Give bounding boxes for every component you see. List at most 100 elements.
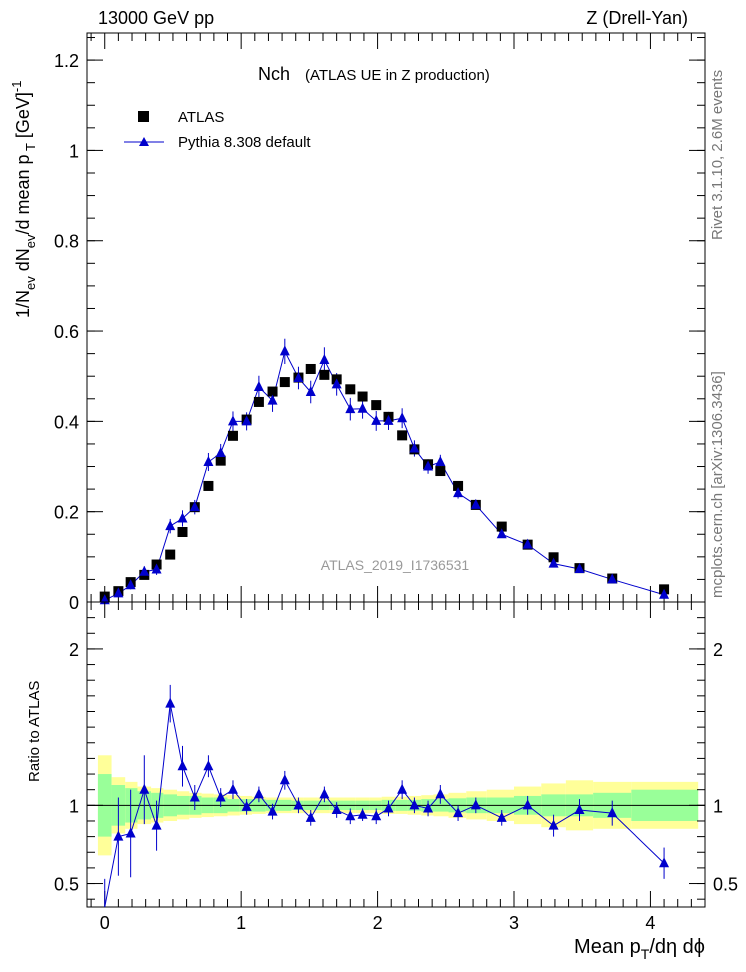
mc-point <box>279 345 290 356</box>
mc-point <box>113 587 124 598</box>
y-tick-label: 1 <box>69 141 79 161</box>
data-point <box>435 466 446 477</box>
chart-subtitle: (ATLAS UE in Z production) <box>305 67 490 84</box>
ratio-y-tick-label-right: 1 <box>713 796 723 816</box>
data-point <box>345 384 356 395</box>
y-tick-label: 0 <box>69 593 79 613</box>
mc-point <box>203 456 214 467</box>
ratio-point <box>151 819 162 830</box>
x-tick-label: 4 <box>645 913 655 933</box>
mc-point <box>241 415 252 426</box>
mcplots-label: mcplots.cern.ch [arXiv:1306.3436] <box>709 371 726 598</box>
mc-point <box>607 573 618 584</box>
mc-point <box>522 538 533 549</box>
mc-point <box>125 579 136 590</box>
mc-point <box>227 415 238 426</box>
mc-point <box>267 394 278 405</box>
analysis-watermark: ATLAS_2019_I1736531 <box>321 557 470 573</box>
mc-point <box>453 487 464 498</box>
mc-point <box>397 412 408 423</box>
data-point <box>496 521 507 532</box>
mc-point <box>331 378 342 389</box>
chart-title: Nch <box>258 64 290 84</box>
legend-data-label: ATLAS <box>178 109 224 126</box>
data-point <box>227 430 238 441</box>
main-panel: 0 0.2 0.4 0.6 0.8 1 1.2 Nch (ATLAS UE in Z pro… <box>9 32 706 613</box>
ratio-point <box>215 791 226 802</box>
data-point <box>357 391 368 402</box>
mc-point <box>177 512 188 523</box>
data-point <box>215 455 226 466</box>
ratio-point <box>522 799 533 810</box>
mc-point <box>293 372 304 383</box>
ratio-point <box>293 799 304 810</box>
ratio-point <box>383 802 394 813</box>
ratio-point <box>496 811 507 822</box>
data-point <box>548 552 559 563</box>
mc-point <box>151 563 162 574</box>
mc-point <box>548 557 559 568</box>
ratio-y-tick-label: 2 <box>69 640 79 660</box>
ratio-y-tick-label-right: 0.5 <box>713 875 738 895</box>
ratio-point <box>253 788 264 799</box>
legend-mc-marker <box>139 137 149 146</box>
y-tick-label: 0.4 <box>54 412 79 432</box>
data-point <box>253 396 264 407</box>
mc-point <box>189 501 200 512</box>
x-tick-label: 2 <box>373 913 383 933</box>
data-point <box>319 369 330 380</box>
mc-point <box>319 353 330 364</box>
ratio-point <box>319 788 330 799</box>
ratio-point <box>177 760 188 771</box>
main-y-label: 1/Nev dNev/d mean p T [GeV]-1 <box>9 81 38 318</box>
ratio-point <box>279 774 290 785</box>
ratio-point <box>397 783 408 794</box>
mc-point <box>371 414 382 425</box>
ratio-point <box>409 799 420 810</box>
mc-point <box>383 414 394 425</box>
x-tick-label: 1 <box>236 913 246 933</box>
ratio-y-label: Ratio to ATLAS <box>26 681 43 782</box>
ratio-point <box>113 830 124 841</box>
ratio-point <box>203 760 214 771</box>
mc-point <box>574 563 585 574</box>
mc-point <box>215 446 226 457</box>
main-data-layer <box>99 338 670 605</box>
mc-point <box>435 456 446 467</box>
mc-point <box>345 403 356 414</box>
ratio-frame <box>86 601 706 908</box>
mc-point <box>253 381 264 392</box>
legend-data-marker <box>138 111 149 122</box>
ratio-point <box>574 804 585 815</box>
y-tick-label: 0.2 <box>54 503 79 523</box>
data-point <box>279 377 290 388</box>
mc-point <box>305 386 316 397</box>
ratio-point <box>227 783 238 794</box>
ratio-y-tick-label: 0.5 <box>54 875 79 895</box>
ratio-point <box>189 791 200 802</box>
mc-point <box>409 442 420 453</box>
data-point <box>203 480 214 491</box>
rivet-label: Rivet 3.1.10, 2.6M events <box>709 70 726 240</box>
data-point <box>371 400 382 411</box>
mc-point <box>165 520 176 531</box>
ratio-panel: 0.5 0.5 1 1 2 2 0 1 2 3 4 Ratio to ATLAS Mean pT/… <box>26 601 738 962</box>
ratio-point <box>470 799 481 810</box>
ratio-point <box>345 810 356 821</box>
ratio-point <box>165 697 176 708</box>
ratio-y-tick-label: 1 <box>69 796 79 816</box>
y-tick-label: 0.8 <box>54 232 79 252</box>
mc-point <box>470 498 481 509</box>
x-tick-label: 0 <box>100 913 110 933</box>
ratio-point <box>139 783 150 794</box>
ratio-point <box>241 800 252 811</box>
ratio-point <box>125 827 136 838</box>
mc-point <box>357 402 368 413</box>
ratio-point <box>435 788 446 799</box>
ratio-point <box>305 811 316 822</box>
data-point <box>267 386 278 397</box>
data-point <box>453 480 464 491</box>
x-tick-label: 3 <box>509 913 519 933</box>
ratio-point <box>371 810 382 821</box>
